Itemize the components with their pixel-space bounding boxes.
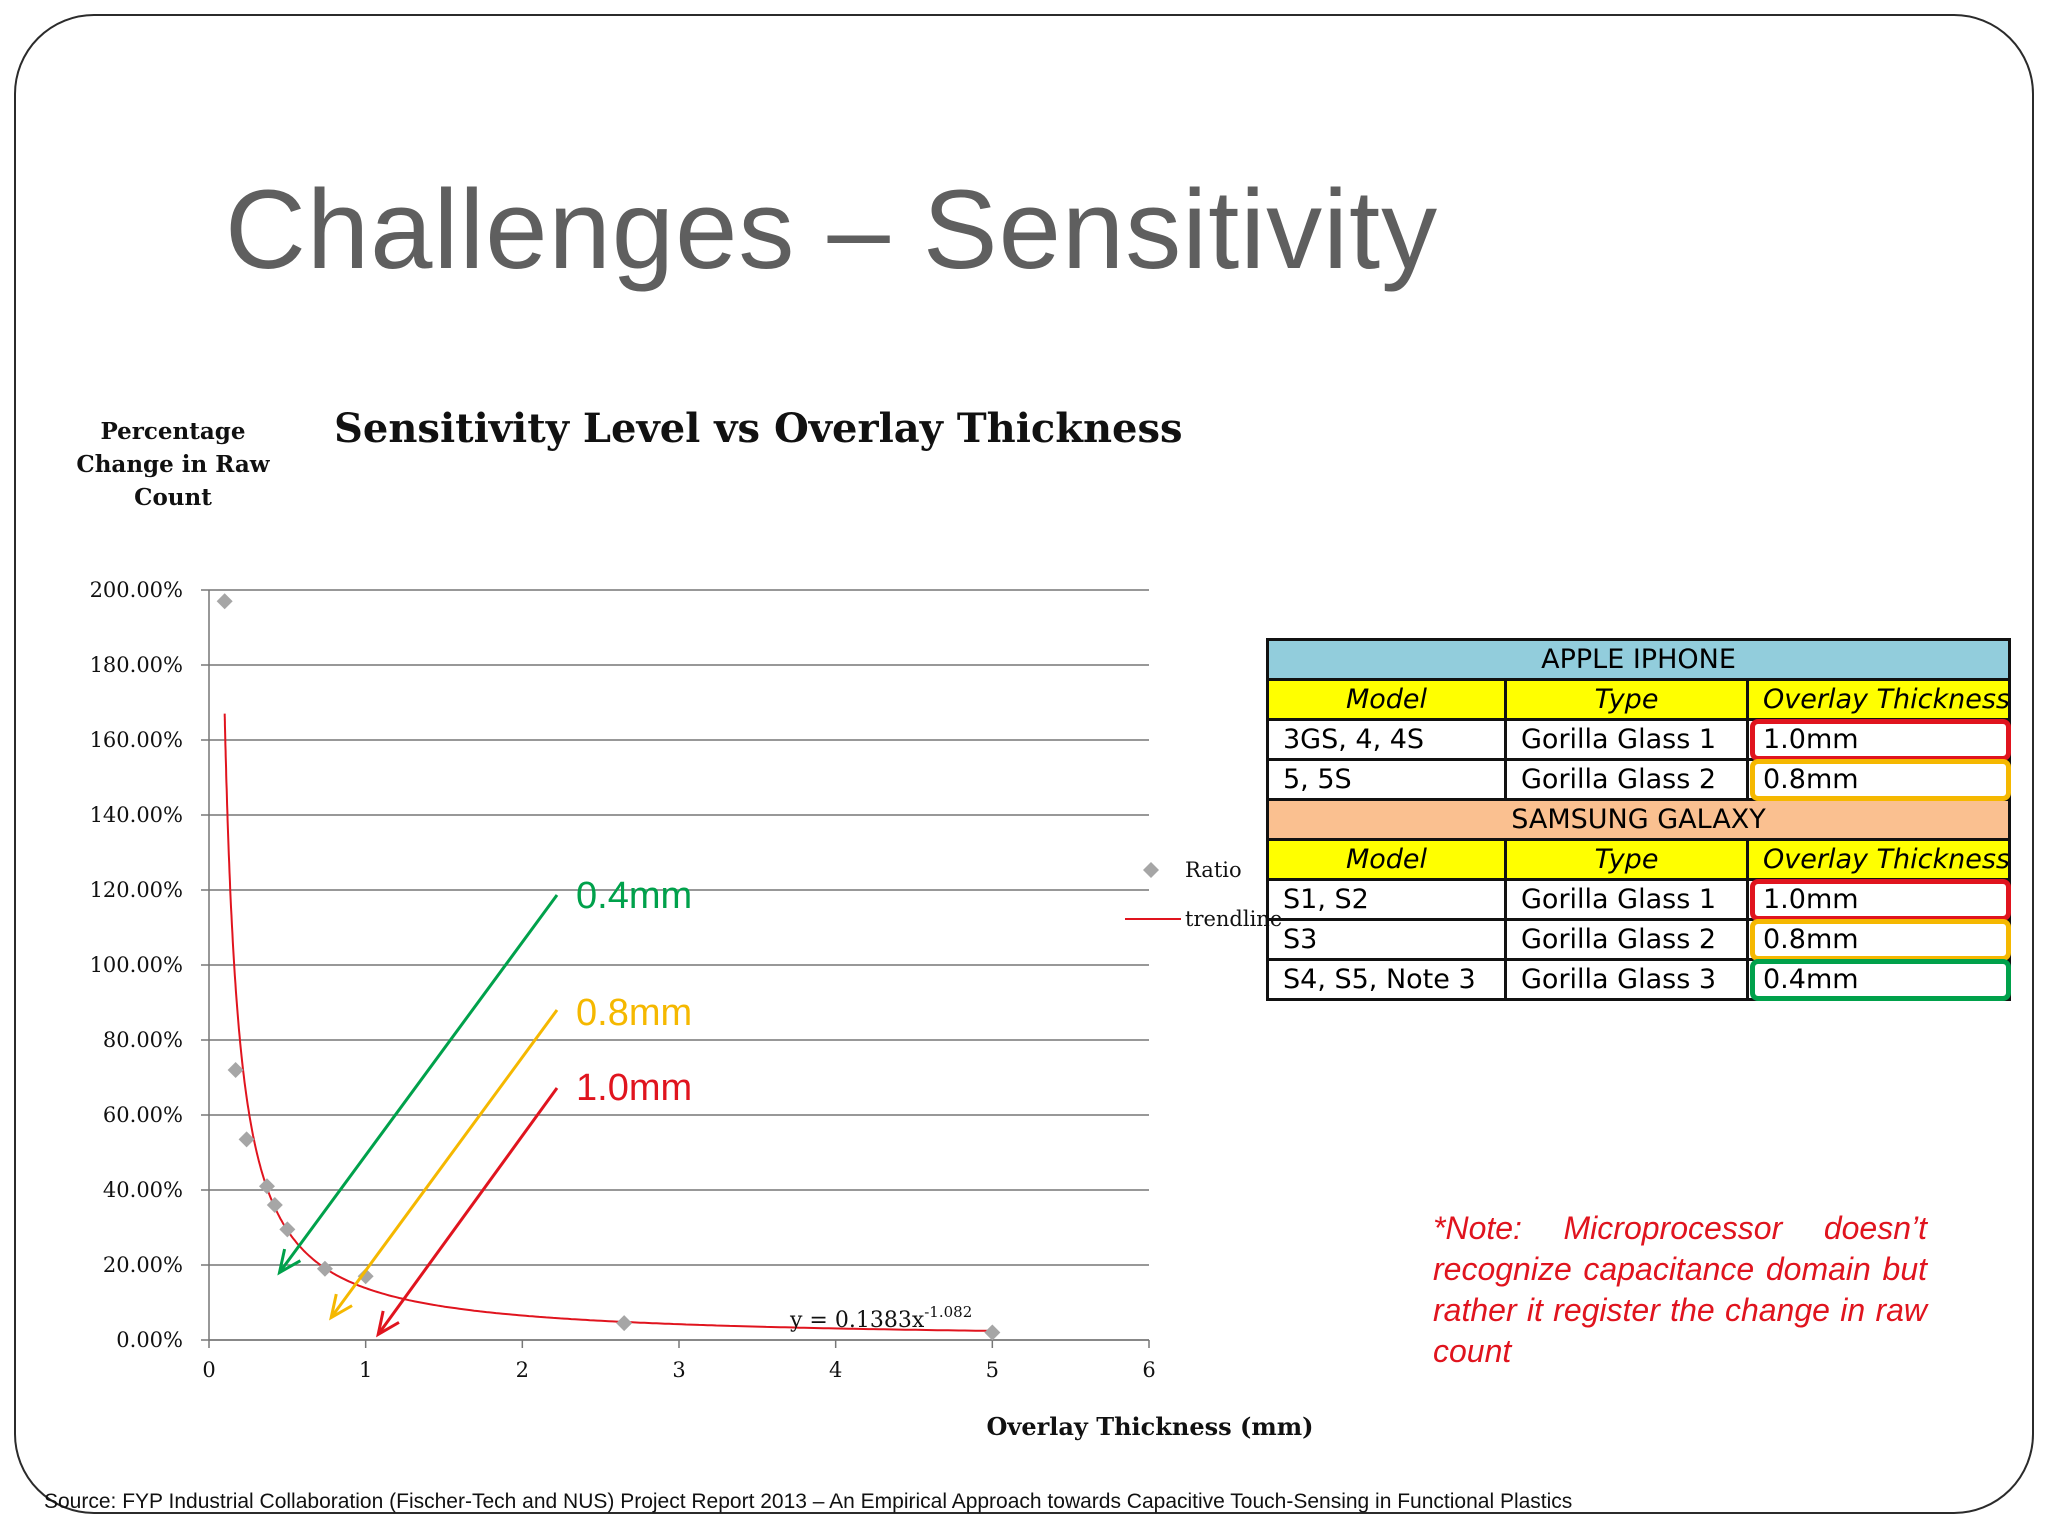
- source-citation: Source: FYP Industrial Collaboration (Fi…: [44, 1490, 1573, 1513]
- thickness-highlight-box: [1749, 958, 2011, 1001]
- legend-trendline-label: trendline: [1185, 907, 1282, 931]
- y-tick-label: 40.00%: [103, 1178, 183, 1202]
- table-row: 3GS, 4, 4S Gorilla Glass 1 1.0mm: [1266, 718, 2012, 761]
- x-axis-label: Overlay Thickness (mm): [986, 1412, 1314, 1441]
- device-table-body: APPLE IPHONE Model Type Overlay Thickness 3G…: [1265, 638, 2012, 1001]
- model-cell: 3GS, 4, 4S: [1266, 718, 1507, 761]
- table-column-header: Model: [1266, 678, 1507, 721]
- data-point: [216, 593, 233, 610]
- table-section-header-row: SAMSUNG GALAXY: [1265, 798, 2012, 841]
- equation-exponent: -1.082: [924, 1303, 972, 1321]
- annotation-arrowhead: [376, 1310, 400, 1338]
- trendline-curve: [223, 713, 993, 1332]
- table-section-header: SAMSUNG GALAXY: [1265, 798, 2012, 841]
- model-cell: S1, S2: [1266, 878, 1507, 921]
- annotation-arrow: [376, 1087, 559, 1336]
- thickness-highlight-box: [1749, 918, 2011, 961]
- thickness-highlight-box: [1749, 718, 2011, 761]
- table-column-header: Type: [1504, 838, 1749, 881]
- table-row: S4, S5, Note 3 Gorilla Glass 3 0.4mm: [1266, 958, 2012, 1001]
- type-cell: Gorilla Glass 3: [1504, 958, 1749, 1001]
- chart-title: Sensitivity Level vs Overlay Thickness: [334, 405, 1183, 452]
- trendline-series: [223, 713, 993, 1332]
- thickness-cell: 1.0mm: [1745, 718, 2012, 761]
- table-column-header: Type: [1504, 678, 1749, 721]
- table-column-header: Model: [1266, 838, 1507, 881]
- y-tick-label: 100.00%: [90, 953, 183, 977]
- type-cell: Gorilla Glass 1: [1504, 718, 1749, 761]
- model-cell: S4, S5, Note 3: [1266, 958, 1507, 1001]
- data-point: [316, 1260, 333, 1277]
- y-tick-label: 120.00%: [90, 878, 183, 902]
- type-cell: Gorilla Glass 2: [1504, 758, 1749, 801]
- table-column-header: Overlay Thickness: [1745, 678, 2012, 721]
- thickness-annotations: 0.4mm 0.8mm 1.0mm: [277, 875, 692, 1338]
- data-point: [266, 1197, 283, 1213]
- annotation-arrow: [278, 894, 559, 1274]
- y-tick-label: 80.00%: [103, 1028, 183, 1052]
- data-point: [357, 1268, 374, 1285]
- table-row: 5, 5S Gorilla Glass 2 0.8mm: [1266, 758, 2012, 801]
- y-tick-label: 140.00%: [90, 803, 183, 827]
- thickness-highlight-box: [1749, 758, 2011, 801]
- chart-gridlines: [201, 589, 1149, 1341]
- ratio-series: [216, 593, 1001, 1341]
- model-cell: S3: [1266, 918, 1507, 961]
- y-tick-label: 60.00%: [103, 1103, 183, 1127]
- annotation-label: 0.4mm: [576, 875, 692, 917]
- chart-legend: Ratio trendline: [1125, 858, 1282, 931]
- data-point: [616, 1315, 633, 1332]
- y-tick-label: 0.00%: [116, 1328, 183, 1352]
- x-tick-label: 1: [359, 1358, 372, 1382]
- y-tick-label: 20.00%: [103, 1253, 183, 1277]
- type-cell: Gorilla Glass 1: [1504, 878, 1749, 921]
- data-point: [984, 1324, 1001, 1341]
- y-tick-label: 160.00%: [90, 728, 183, 752]
- x-tick-label: 2: [516, 1358, 529, 1382]
- data-point: [279, 1221, 296, 1238]
- x-tick-label: 6: [1142, 1358, 1155, 1382]
- x-tick-label: 5: [986, 1358, 999, 1382]
- equation-base: y = 0.1383x: [789, 1308, 925, 1333]
- annotation-arrowhead: [329, 1293, 353, 1321]
- annotation-label: 0.8mm: [576, 992, 692, 1034]
- thickness-cell: 1.0mm: [1745, 878, 2012, 921]
- model-cell: 5, 5S: [1266, 758, 1507, 801]
- table-column-header: Overlay Thickness: [1745, 838, 2012, 881]
- annotation-label: 1.0mm: [576, 1067, 692, 1109]
- table-section-header-row: APPLE IPHONE: [1265, 638, 2012, 681]
- trendline-equation: y = 0.1383x-1.082: [789, 1303, 972, 1333]
- x-tick-label: 4: [829, 1358, 842, 1382]
- x-axis-ticks: 0 1 2 3 4 5 6: [202, 1340, 1156, 1382]
- thickness-highlight-box: [1749, 878, 2011, 921]
- table-row: S1, S2 Gorilla Glass 1 1.0mm: [1266, 878, 2012, 921]
- type-cell: Gorilla Glass 2: [1504, 918, 1749, 961]
- device-table: APPLE IPHONE Model Type Overlay Thickness 3G…: [1265, 638, 2012, 1001]
- data-point: [258, 1178, 275, 1195]
- data-point: [227, 1062, 244, 1078]
- slide-title: Challenges – Sensitivity: [225, 167, 1439, 292]
- table-section-header: APPLE IPHONE: [1265, 638, 2012, 681]
- note-text: *Note: Microprocessor doesn’t recognize …: [1433, 1210, 1927, 1369]
- data-point: [238, 1131, 255, 1148]
- annotation-arrowhead: [277, 1248, 302, 1276]
- annotation-arrow: [329, 1009, 559, 1319]
- table-column-header-row: Model Type Overlay Thickness: [1266, 678, 2012, 721]
- x-tick-label: 0: [202, 1358, 215, 1382]
- table-column-header-row: Model Type Overlay Thickness: [1266, 838, 2012, 881]
- x-tick-label: 3: [672, 1358, 685, 1382]
- y-tick-label: 180.00%: [90, 653, 183, 677]
- legend-ratio-label: Ratio: [1185, 858, 1242, 882]
- y-axis-ticks: 0.00% 20.00% 40.00% 60.00% 80.00% 100.00% 120.…: [90, 578, 183, 1352]
- legend-ratio-marker: [1143, 862, 1159, 878]
- y-axis-label: Percentage Change in Raw Count: [76, 418, 270, 511]
- y-tick-label: 200.00%: [90, 578, 183, 602]
